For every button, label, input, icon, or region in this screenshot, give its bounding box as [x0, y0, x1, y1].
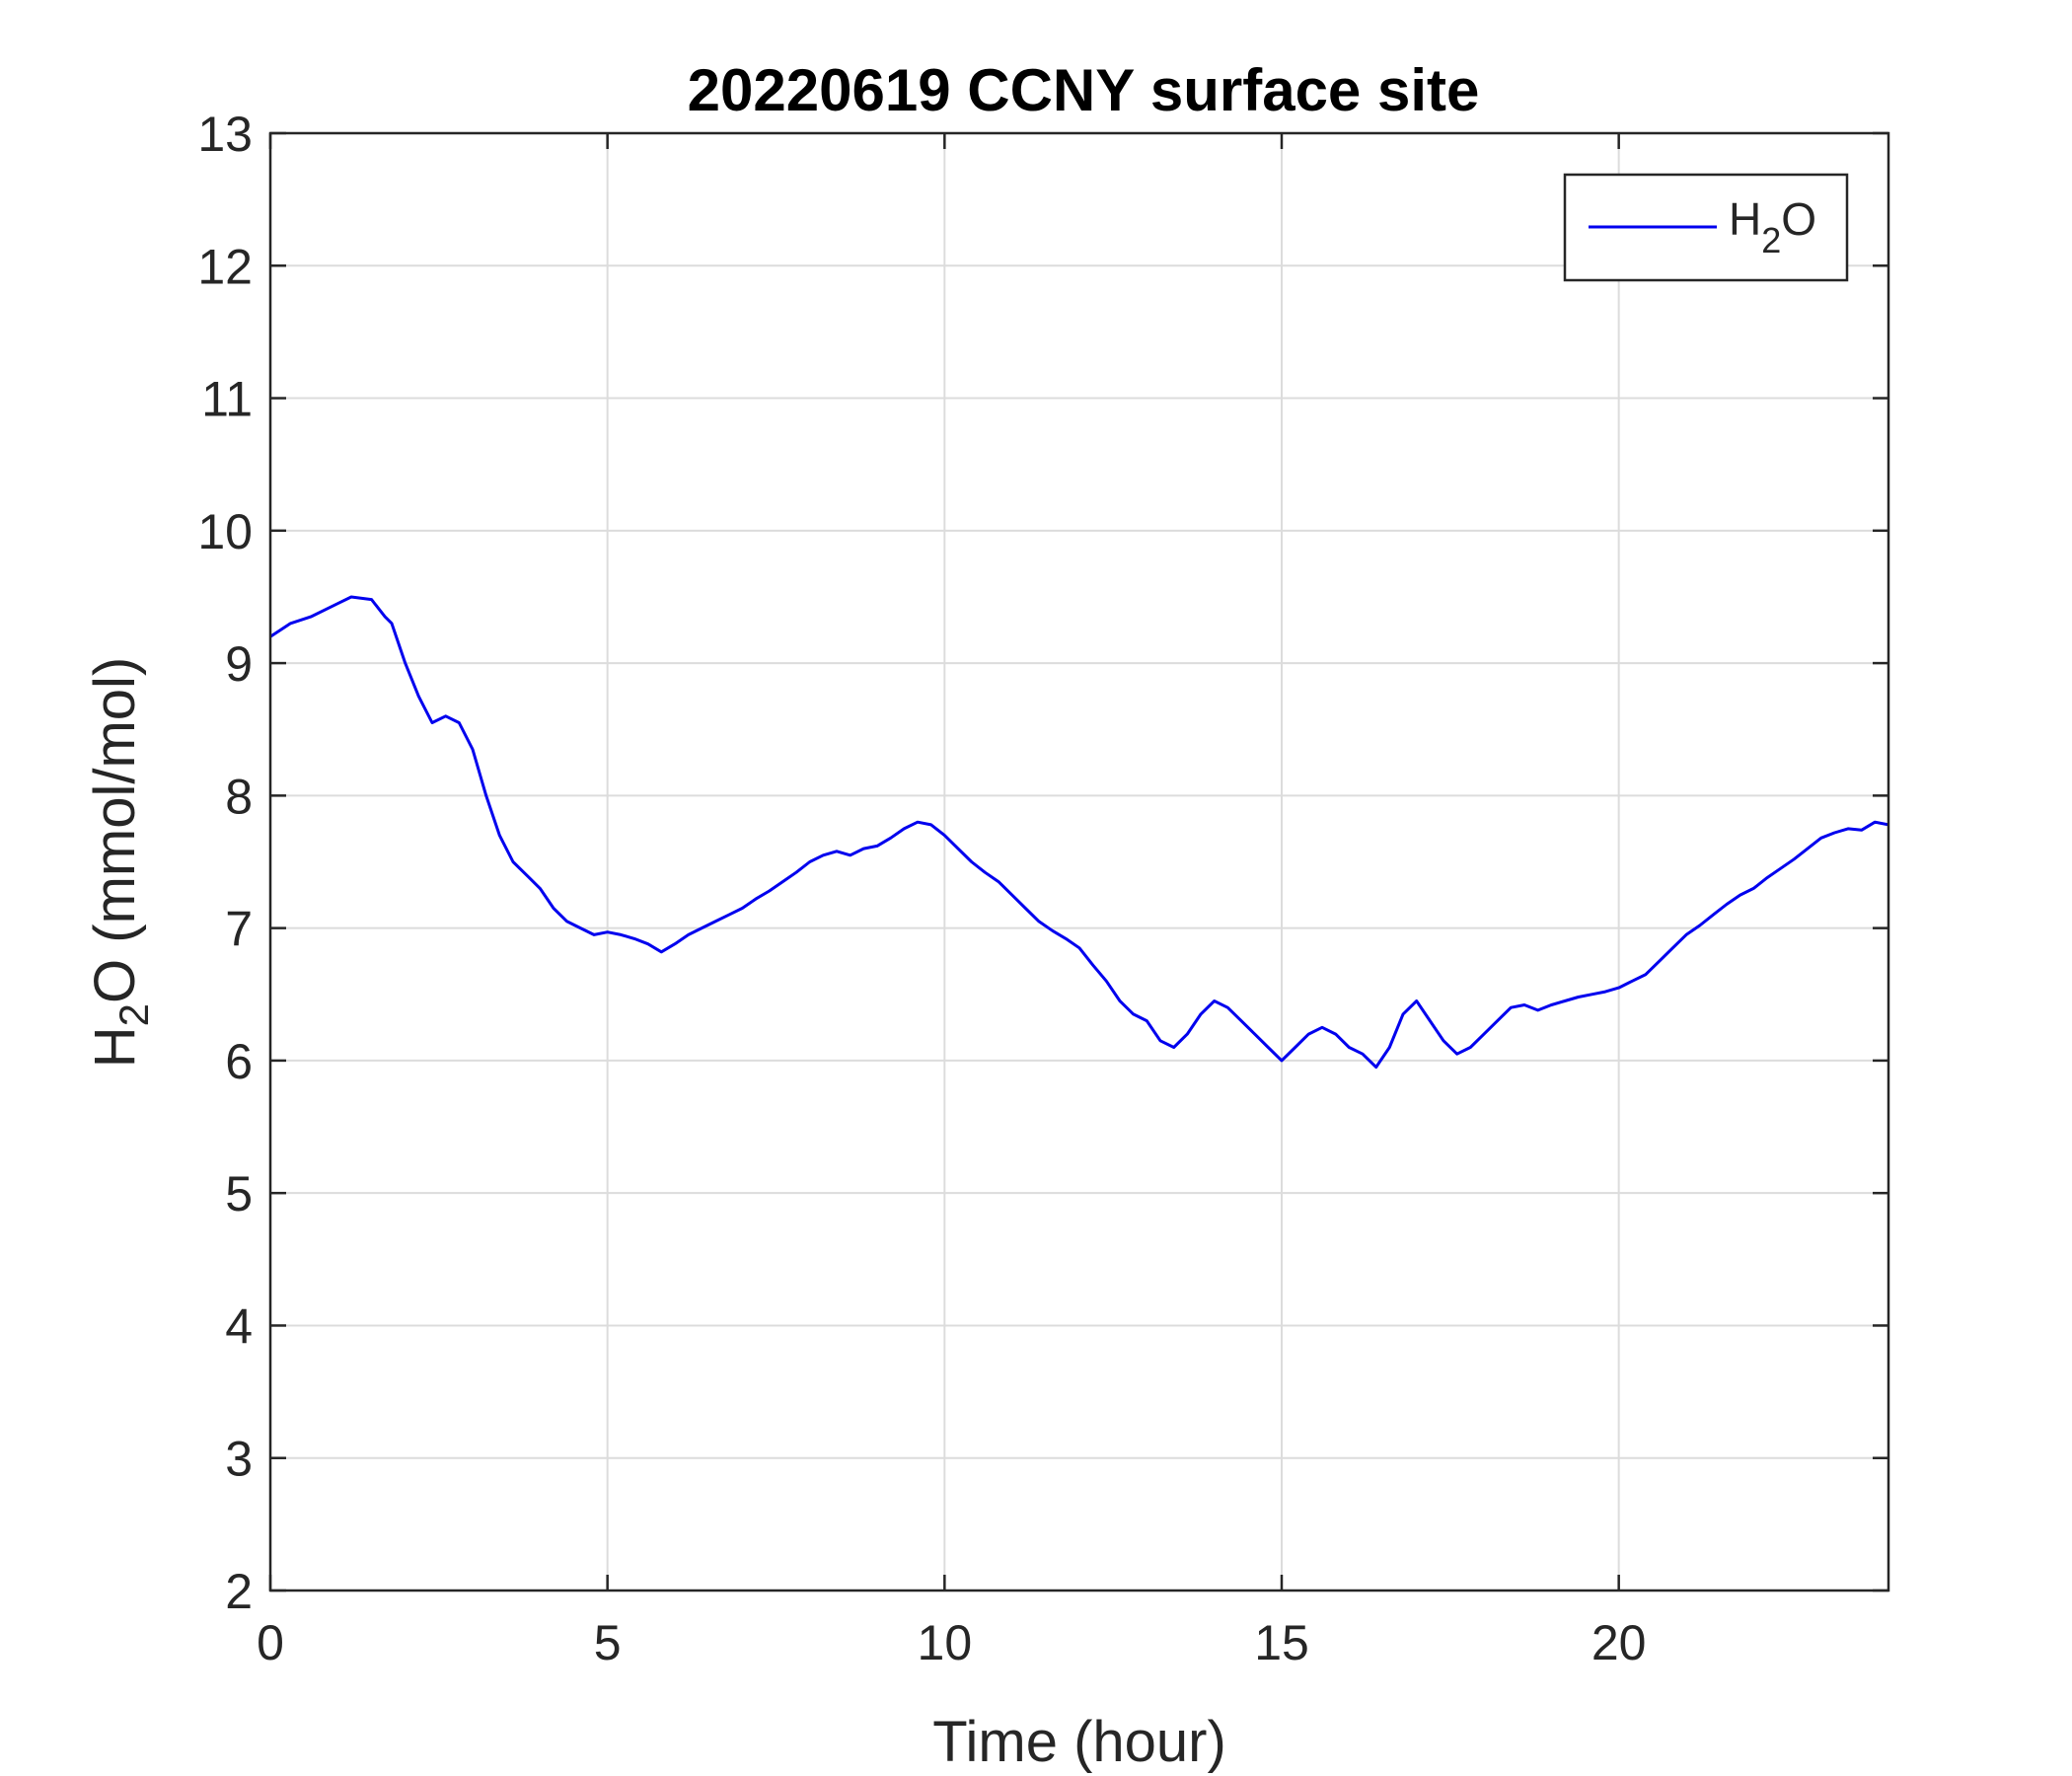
legend-label-main: H — [1729, 193, 1761, 245]
legend: H2O — [1563, 173, 1849, 282]
series-line-h2o — [269, 595, 1889, 1070]
y-tick-label: 12 — [197, 239, 253, 294]
chart-title: 20220619 CCNY surface site — [688, 57, 1480, 123]
y-tick-label: 7 — [225, 902, 253, 957]
x-axis-label: Time (hour) — [932, 1710, 1226, 1774]
y-axis-label: H2O (mmol/mol) — [83, 657, 157, 1068]
x-tick-label: 0 — [257, 1615, 284, 1670]
y-tick-label: 8 — [225, 769, 253, 824]
plot-area-frame — [268, 131, 1890, 1592]
axis-ticks: 0 5 10 15 20 2 3 4 5 6 7 8 9 10 11 12 13 — [197, 107, 1888, 1670]
x-tick-label: 5 — [594, 1615, 622, 1670]
y-tick-label: 2 — [225, 1564, 253, 1619]
y-tick-label: 9 — [225, 636, 253, 692]
y-axis-label-rest: O (mmol/mol) — [83, 657, 147, 1003]
series-layer — [269, 595, 1889, 1070]
legend-label-subscript: 2 — [1761, 220, 1781, 260]
y-tick-label: 4 — [225, 1298, 253, 1354]
y-tick-label: 10 — [197, 504, 253, 559]
y-axis-label-subscript: 2 — [111, 1003, 157, 1026]
y-tick-label: 5 — [225, 1166, 253, 1221]
x-tick-label: 20 — [1591, 1615, 1647, 1670]
legend-label-h2o: H2O — [1729, 193, 1816, 260]
y-tick-label: 6 — [225, 1034, 253, 1089]
y-tick-label: 3 — [225, 1432, 253, 1487]
legend-label-rest: O — [1781, 193, 1816, 245]
x-tick-label: 15 — [1254, 1615, 1309, 1670]
y-tick-label: 13 — [197, 107, 253, 162]
x-tick-label: 10 — [918, 1615, 973, 1670]
y-tick-label: 11 — [201, 372, 253, 427]
y-axis-label-main: H — [83, 1026, 147, 1068]
